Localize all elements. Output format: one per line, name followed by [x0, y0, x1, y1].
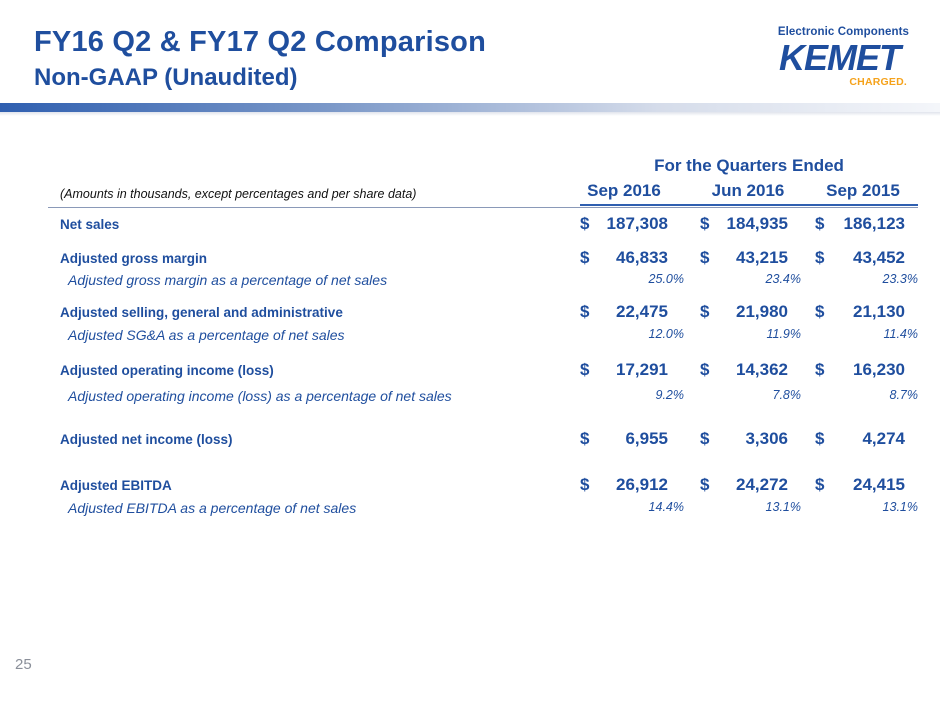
row-label: Adjusted SG&A as a percentage of net sal…	[68, 327, 345, 343]
value-sep-2016: 22,475	[616, 302, 668, 321]
row-label: Net sales	[60, 217, 120, 232]
currency-sign: $	[700, 248, 710, 267]
currency-sign: $	[580, 475, 590, 494]
value-sep-2016: 12.0%	[648, 327, 684, 341]
currency-sign: $	[580, 360, 590, 379]
currency-sign: $	[700, 302, 710, 321]
row-label: Adjusted gross margin	[60, 251, 208, 266]
value-sep-2016: 6,955	[625, 429, 668, 448]
value-sep-2016: 187,308	[606, 214, 668, 233]
page-number: 25	[15, 656, 32, 673]
value-sep-2015: 23.3%	[882, 272, 918, 286]
value-jun-2016: 14,362	[736, 360, 788, 379]
column-header-sep-2016: Sep 2016	[587, 181, 661, 200]
amounts-note: (Amounts in thousands, except percentage…	[60, 187, 417, 201]
value-sep-2016: 26,912	[616, 475, 668, 494]
value-sep-2015: 21,130	[853, 302, 905, 321]
value-sep-2015: 11.4%	[883, 327, 918, 341]
row-label: Adjusted net income (loss)	[60, 432, 233, 447]
logo-tagline: CHARGED.	[849, 76, 907, 88]
currency-sign: $	[580, 429, 590, 448]
kemet-logo: Electronic Components KEMET CHARGED.	[777, 26, 915, 92]
value-jun-2016: 11.9%	[766, 327, 801, 341]
currency-sign: $	[815, 302, 825, 321]
row-label: Adjusted selling, general and administra…	[60, 305, 343, 320]
currency-sign: $	[580, 214, 590, 233]
value-sep-2016: 46,833	[616, 248, 668, 267]
column-header-jun-2016: Jun 2016	[711, 181, 785, 200]
value-sep-2016: 17,291	[616, 360, 668, 379]
value-sep-2015: 24,415	[853, 475, 905, 494]
column-header-rule	[580, 204, 918, 206]
row-label: Adjusted EBITDA as a percentage of net s…	[68, 500, 357, 516]
column-header-sep-2015: Sep 2015	[826, 181, 900, 200]
logo-brand: KEMET	[779, 37, 901, 78]
value-sep-2015: 4,274	[862, 429, 905, 448]
value-sep-2015: 13.1%	[882, 500, 918, 514]
header-divider-shadow	[0, 112, 940, 116]
currency-sign: $	[580, 302, 590, 321]
value-sep-2016: 25.0%	[648, 272, 684, 286]
currency-sign: $	[700, 429, 710, 448]
value-sep-2015: 16,230	[853, 360, 905, 379]
value-jun-2016: 23.4%	[765, 272, 801, 286]
currency-sign: $	[815, 248, 825, 267]
value-sep-2015: 186,123	[843, 214, 905, 233]
slide-title: FY16 Q2 & FY17 Q2 Comparison	[34, 26, 487, 58]
value-jun-2016: 13.1%	[765, 500, 801, 514]
currency-sign: $	[700, 214, 710, 233]
currency-sign: $	[815, 475, 825, 494]
value-jun-2016: 21,980	[736, 302, 788, 321]
slide-subtitle: Non-GAAP (Unaudited)	[34, 64, 298, 91]
header-divider	[0, 103, 940, 112]
currency-sign: $	[815, 429, 825, 448]
value-sep-2015: 8.7%	[889, 388, 919, 402]
currency-sign: $	[700, 360, 710, 379]
currency-sign: $	[580, 248, 590, 267]
value-sep-2016: 14.4%	[648, 500, 684, 514]
value-jun-2016: 3,306	[745, 429, 788, 448]
value-sep-2016: 9.2%	[655, 388, 685, 402]
table-header-rule	[48, 207, 918, 208]
row-label: Adjusted EBITDA	[60, 478, 172, 493]
value-jun-2016: 184,935	[726, 214, 788, 233]
table-group-header: For the Quarters Ended	[654, 156, 844, 175]
value-jun-2016: 43,215	[736, 248, 788, 267]
currency-sign: $	[815, 360, 825, 379]
row-label: Adjusted operating income (loss)	[60, 363, 274, 378]
logo-top-text: Electronic Components	[777, 26, 909, 38]
value-jun-2016: 24,272	[736, 475, 788, 494]
value-sep-2015: 43,452	[853, 248, 905, 267]
row-label: Adjusted gross margin as a percentage of…	[68, 272, 388, 288]
value-jun-2016: 7.8%	[772, 388, 802, 402]
currency-sign: $	[700, 475, 710, 494]
row-label: Adjusted operating income (loss) as a pe…	[68, 388, 452, 404]
currency-sign: $	[815, 214, 825, 233]
